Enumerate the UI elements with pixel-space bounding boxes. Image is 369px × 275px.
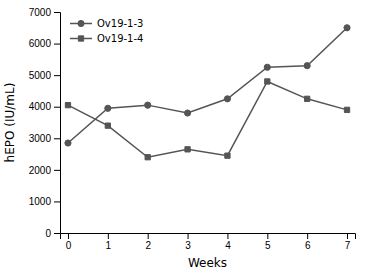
y-tick-mark: [54, 201, 60, 202]
series-point: [344, 25, 350, 31]
y-tick-mark: [54, 75, 60, 76]
x-tick-mark: [188, 233, 189, 239]
y-tick-label: 4000: [29, 101, 52, 112]
x-tick-label: 6: [305, 240, 311, 251]
x-tick: 2: [145, 233, 151, 251]
series-point: [304, 63, 310, 69]
series-point: [105, 105, 111, 111]
series-point: [145, 102, 151, 108]
legend-label: Ov19-1-4: [97, 33, 143, 44]
x-tick-mark: [68, 233, 69, 239]
series-point: [65, 140, 71, 146]
series-point: [65, 102, 70, 107]
series-line: [68, 81, 347, 157]
y-tick-label: 3000: [29, 133, 52, 144]
y-tick: 2000: [29, 165, 60, 176]
x-tick: 1: [106, 233, 112, 251]
x-tick-label: 2: [145, 240, 151, 251]
y-tick: 1000: [29, 196, 60, 207]
series-point: [184, 110, 190, 116]
y-tick: 7000: [29, 7, 60, 18]
y-tick-mark: [54, 233, 60, 234]
y-tick-label: 0: [45, 228, 51, 239]
series-point: [224, 96, 230, 102]
legend-item: Ov19-1-3: [70, 18, 143, 29]
y-tick-label: 5000: [29, 70, 52, 81]
series-point: [185, 147, 190, 152]
x-tick-mark: [267, 233, 268, 239]
y-axis-title: hEPO (IU/mL): [3, 83, 17, 163]
y-tick-mark: [54, 138, 60, 139]
x-tick-mark: [347, 233, 348, 239]
legend-symbol: [78, 20, 84, 26]
x-tick: 5: [265, 233, 271, 251]
series-point: [145, 155, 150, 160]
x-tick: 7: [345, 233, 351, 251]
series-point: [105, 123, 110, 128]
x-tick-mark: [108, 233, 109, 239]
y-tick-label: 1000: [29, 196, 52, 207]
series-line: [68, 28, 347, 143]
y-tick: 0: [45, 228, 60, 239]
x-axis-title: Weeks: [188, 256, 227, 270]
y-tick-label: 7000: [29, 7, 52, 18]
y-tick-label: 6000: [29, 38, 52, 49]
y-tick-label: 2000: [29, 165, 52, 176]
series-point: [265, 79, 270, 84]
x-tick: 3: [185, 233, 191, 251]
x-tick-label: 3: [185, 240, 191, 251]
x-tick-label: 0: [66, 240, 72, 251]
y-tick: 5000: [29, 70, 60, 81]
x-tick: 0: [66, 233, 72, 251]
legend-symbol: [78, 36, 83, 41]
x-tick-label: 1: [106, 240, 112, 251]
x-tick-mark: [148, 233, 149, 239]
series-point: [225, 153, 230, 158]
x-tick-label: 7: [345, 240, 351, 251]
x-tick-mark: [307, 233, 308, 239]
series-point: [305, 96, 310, 101]
plot: 0 1 2 3 4 5 6 7 0 1000 2000 3000 4000 5000 6000 7000 Ov1…: [29, 7, 356, 251]
y-tick: 4000: [29, 101, 60, 112]
series-point: [264, 64, 270, 70]
marks: [65, 25, 350, 160]
y-tick: 6000: [29, 38, 60, 49]
y-tick: 3000: [29, 133, 60, 144]
x-tick-label: 4: [225, 240, 231, 251]
y-tick-mark: [54, 107, 60, 108]
chart: 0 1 2 3 4 5 6 7 0 1000 2000 3000 4000 5000 6000 7000 Ov1…: [0, 0, 369, 275]
y-tick-mark: [54, 12, 60, 13]
y-tick-mark: [54, 44, 60, 45]
legend: Ov19-1-3 Ov19-1-4: [70, 18, 143, 44]
x-axis-line: [61, 234, 356, 240]
x-tick-label: 5: [265, 240, 271, 251]
series-point: [344, 107, 349, 112]
y-axis-line: [54, 13, 61, 234]
legend-label: Ov19-1-3: [97, 18, 143, 29]
x-tick: 6: [305, 233, 311, 251]
x-tick: 4: [225, 233, 231, 251]
y-axis: 0 1000 2000 3000 4000 5000 6000 7000: [29, 7, 61, 239]
y-tick-mark: [54, 170, 60, 171]
x-axis: 0 1 2 3 4 5 6 7: [61, 233, 356, 251]
x-tick-mark: [227, 233, 228, 239]
legend-item: Ov19-1-4: [70, 33, 143, 44]
